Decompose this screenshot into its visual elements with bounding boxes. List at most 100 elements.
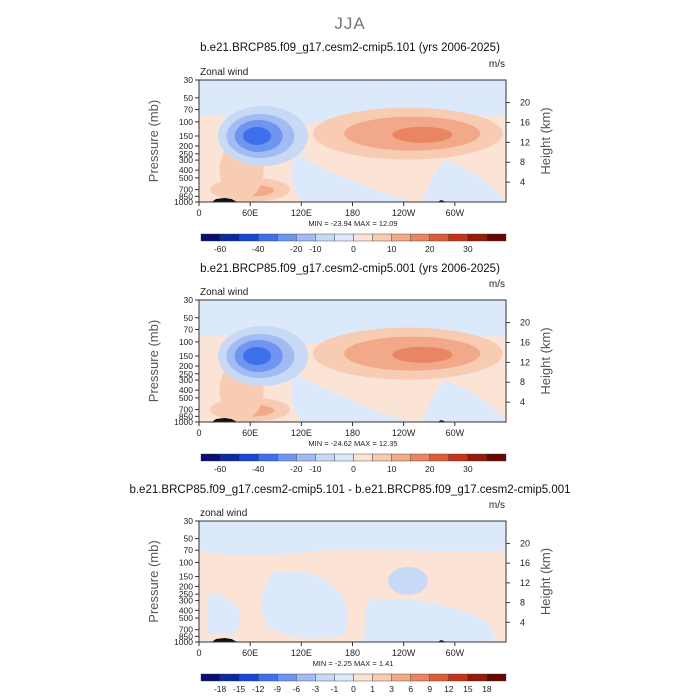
units-label: m/s (489, 279, 505, 290)
x-tick-label-4: 120W (392, 208, 416, 218)
y-tick-label-150: 150 (179, 572, 193, 582)
x-tick-label-5: 60W (446, 208, 465, 218)
y-tick-label-850: 850 (179, 411, 193, 421)
y-tick-label-250: 250 (179, 149, 193, 159)
minmax-label: MIN = -2.25 MAX = 1.41 (313, 659, 394, 668)
y-tick-label-1000: 1000 (174, 417, 193, 427)
colorbar-label-0: -18 (214, 684, 227, 694)
colorbar-label-13: 15 (463, 684, 473, 694)
y2-tick-label-8: 8 (520, 377, 525, 387)
contour-field (199, 521, 506, 642)
diff-core-negative (387, 566, 428, 595)
y-axis-title: Pressure (mb) (146, 100, 161, 182)
y-tick-label-500: 500 (179, 613, 193, 623)
variable-label: Zonal wind (200, 67, 248, 78)
colorbar-label-1: -15 (233, 684, 246, 694)
y2-axis-title: Height (km) (538, 548, 553, 615)
y-tick-label-1000: 1000 (174, 637, 193, 647)
colorbar (200, 673, 507, 682)
colorbar-label-2: -20 (290, 464, 303, 474)
y-tick-label-850: 850 (179, 191, 193, 201)
y2-tick-label-16: 16 (520, 117, 530, 127)
y2-axis-title: Height (km) (538, 327, 553, 394)
colorbar-label-4: 0 (351, 464, 356, 474)
diff-right-negative (361, 599, 494, 642)
y-tick-label-1000: 1000 (174, 197, 193, 207)
y2-tick-label-8: 8 (520, 598, 525, 608)
y-tick-label-50: 50 (184, 93, 194, 103)
y2-tick-label-20: 20 (520, 318, 530, 328)
units-label: m/s (489, 500, 505, 511)
y-tick-label-200: 200 (179, 141, 193, 151)
contour-lower-easterlies-2 (420, 160, 506, 202)
y-tick-label-70: 70 (184, 324, 194, 334)
colorbar-swatch-13 (448, 673, 469, 682)
y-tick-label-100: 100 (179, 117, 193, 127)
contour-lower-easterlies-2 (420, 380, 506, 422)
colorbar (200, 233, 507, 242)
colorbar-swatch-15 (486, 233, 507, 242)
y-axis-title: Pressure (mb) (146, 320, 161, 402)
y2-tick-label-4: 4 (520, 397, 525, 407)
y-tick-label-250: 250 (179, 589, 193, 599)
x-tick-label-2: 120E (291, 648, 312, 658)
panel-2-title: b.e21.BRCP85.f09_g17.cesm2-cmip5.001 (yr… (200, 263, 500, 275)
y-tick-label-50: 50 (184, 313, 194, 323)
y-tick-label-400: 400 (179, 605, 193, 615)
y-tick-label-700: 700 (179, 625, 193, 635)
colorbar-label-10: 6 (408, 684, 413, 694)
panel-2-group: Zonal windm/s305070100150200250300400500… (146, 279, 553, 474)
colorbar-label-2: -12 (252, 684, 265, 694)
y-tick-label-300: 300 (179, 375, 193, 385)
diff-left-negative (207, 593, 240, 635)
colorbar-label-7: 30 (463, 464, 473, 474)
y-tick-label-70: 70 (184, 104, 194, 114)
y2-tick-label-4: 4 (520, 177, 525, 187)
y-tick-label-700: 700 (179, 405, 193, 415)
colorbar-swatch-8 (353, 673, 373, 682)
y-tick-label-150: 150 (179, 351, 193, 361)
colorbar-swatch-12 (429, 673, 450, 682)
contour-lower-easterlies (290, 373, 413, 422)
minmax-label: MIN = -24.62 MAX = 12.35 (308, 439, 397, 448)
colorbar-label-14: 18 (482, 684, 492, 694)
colorbar-label-6: 20 (425, 464, 435, 474)
colorbar-swatch-2 (238, 673, 259, 682)
x-tick-label-1: 60E (242, 648, 258, 658)
y-tick-label-50: 50 (184, 534, 194, 544)
y2-axis-title: Height (km) (538, 107, 553, 174)
colorbar-label-5: 10 (387, 464, 397, 474)
contour-field (199, 80, 506, 202)
colorbar-label-11: 9 (427, 684, 432, 694)
colorbar-label-7: 0 (351, 684, 356, 694)
y2-tick-label-12: 12 (520, 578, 530, 588)
y-tick-label-300: 300 (179, 155, 193, 165)
colorbar-label-3: -10 (309, 464, 322, 474)
colorbar-swatch-14 (467, 673, 488, 682)
colorbar-label-4: 0 (351, 244, 356, 254)
x-tick-label-5: 60W (446, 648, 465, 658)
y2-tick-label-12: 12 (520, 357, 530, 367)
x-tick-label-5: 60W (446, 428, 465, 438)
y2-tick-label-8: 8 (520, 157, 525, 167)
colorbar-label-4: -6 (293, 684, 301, 694)
x-tick-label-1: 60E (242, 208, 258, 218)
x-tick-label-4: 120W (392, 428, 416, 438)
y-tick-label-850: 850 (179, 631, 193, 641)
panel-3-title: b.e21.BRCP85.f09_g17.cesm2-cmip5.101 - b… (129, 484, 571, 496)
colorbar-label-8: 1 (370, 684, 375, 694)
y-tick-label-500: 500 (179, 393, 193, 403)
colorbar-swatch-11 (410, 673, 430, 682)
y2-tick-label-16: 16 (520, 558, 530, 568)
y-tick-label-300: 300 (179, 595, 193, 605)
y-tick-label-150: 150 (179, 131, 193, 141)
topography-africa (211, 198, 238, 202)
units-label: m/s (489, 59, 505, 70)
colorbar (200, 453, 507, 462)
contour-westerly-15 (392, 126, 453, 143)
contour-field (199, 300, 506, 422)
colorbar-label-6: 20 (425, 244, 435, 254)
